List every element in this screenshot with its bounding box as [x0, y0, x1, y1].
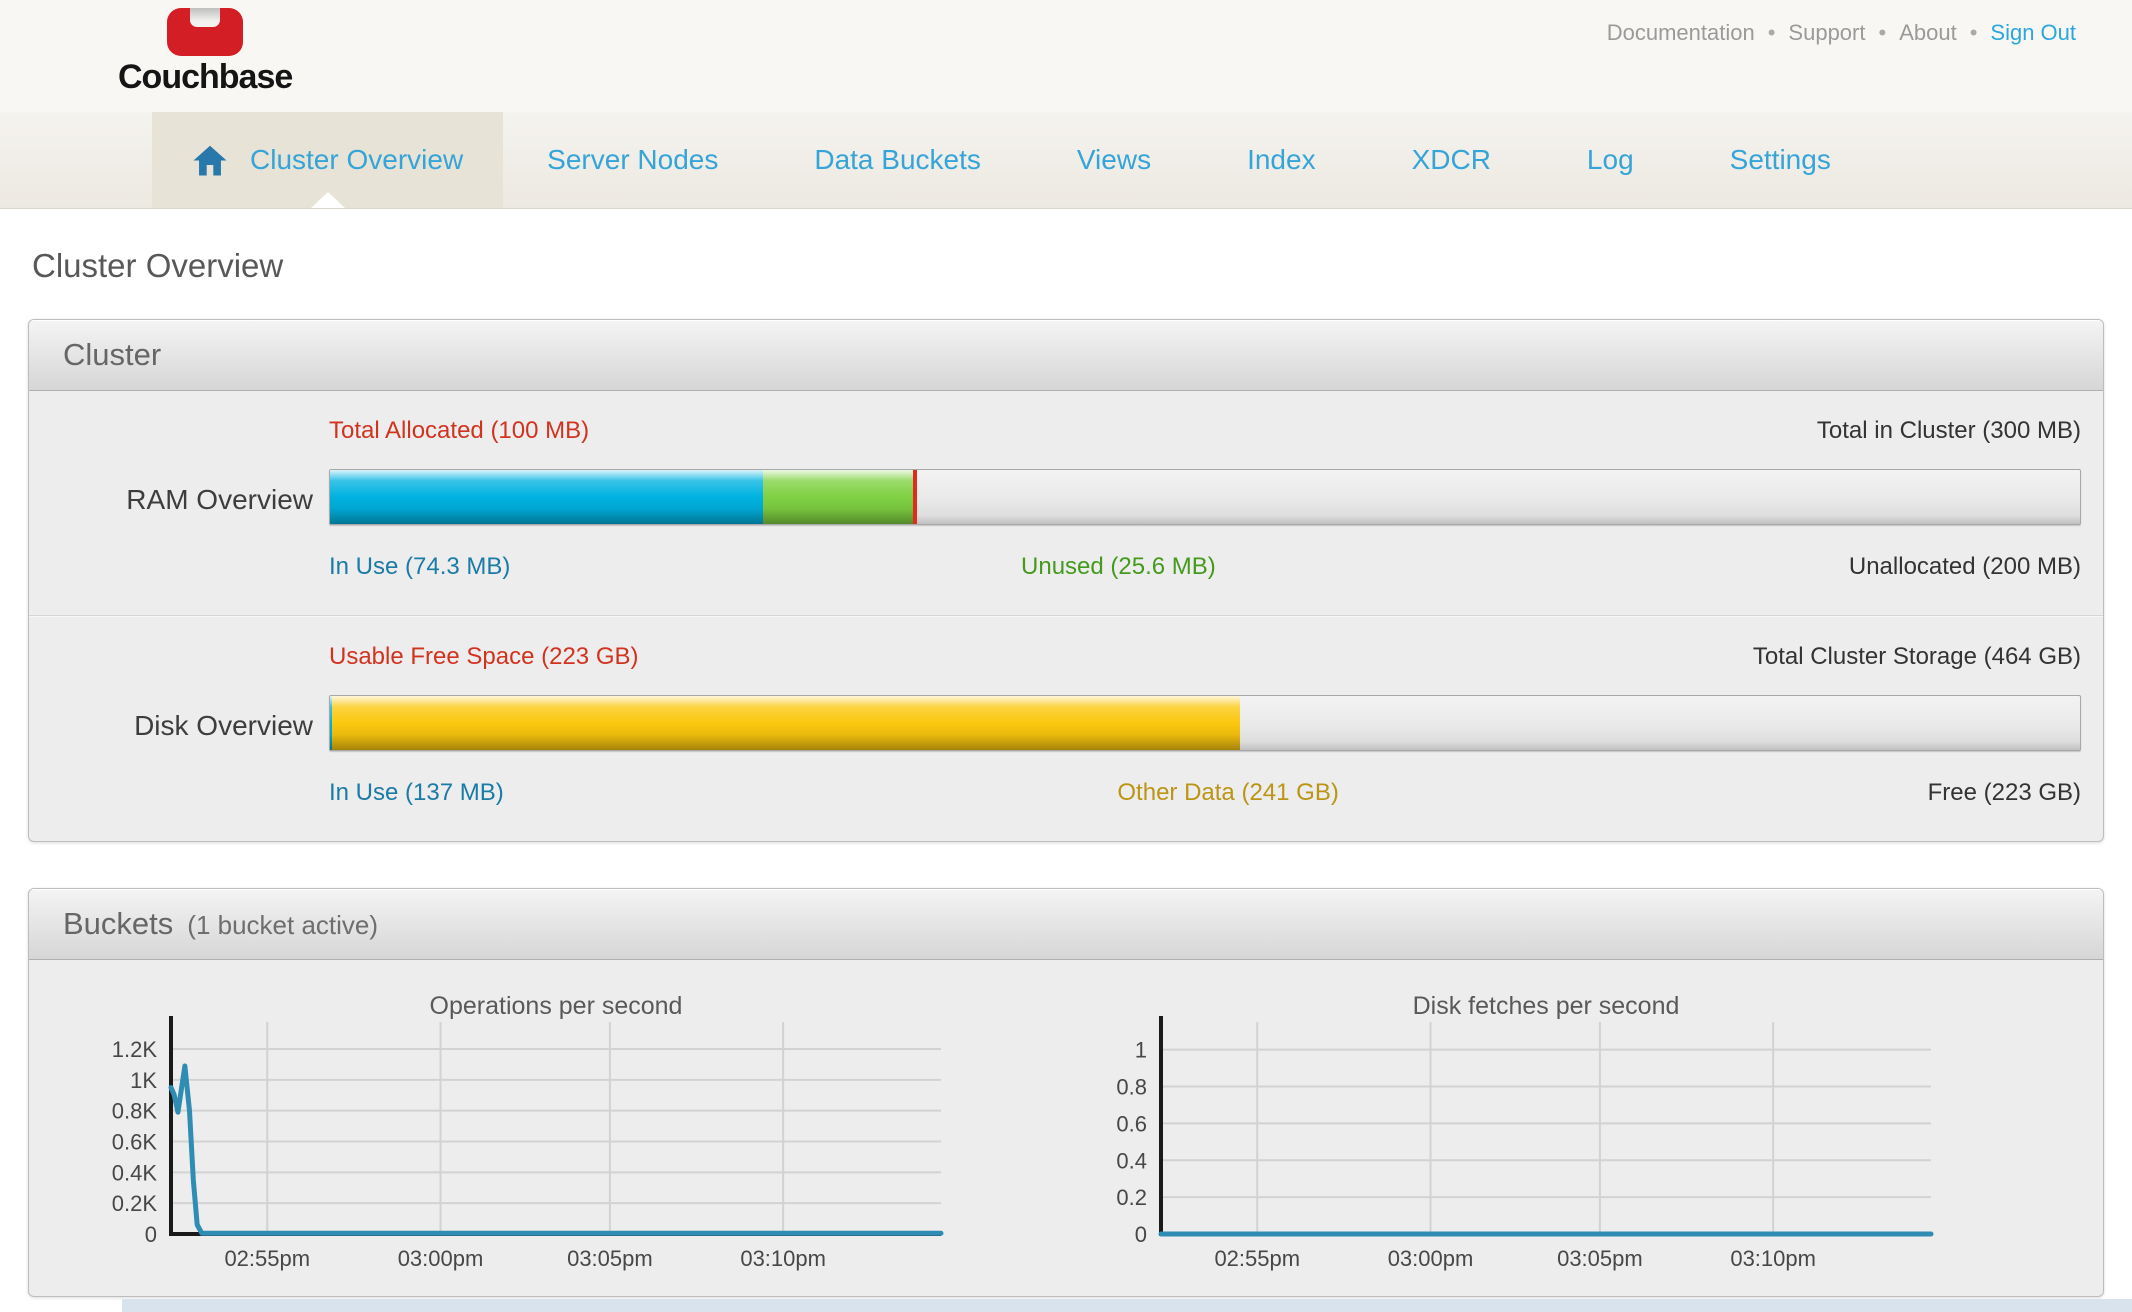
logo-text: Couchbase — [118, 58, 293, 96]
svg-text:03:05pm: 03:05pm — [567, 1246, 653, 1271]
svg-text:02:55pm: 02:55pm — [224, 1246, 310, 1271]
svg-text:03:10pm: 03:10pm — [740, 1246, 826, 1271]
bottom-strip — [122, 1299, 2132, 1312]
home-icon — [192, 144, 228, 177]
tab-index[interactable]: Index — [1217, 112, 1346, 208]
ram-unallocated-label: Unallocated (200 MB) — [1848, 553, 2081, 580]
tab-data-buckets[interactable]: Data Buckets — [784, 112, 1011, 208]
disk-fetches-per-second-chart: Disk fetches per second 1 0.8 0.6 0.4 0.2 0 02:… — [1061, 994, 1941, 1276]
svg-text:0.6: 0.6 — [1116, 1111, 1147, 1136]
tab-views[interactable]: Views — [1047, 112, 1181, 208]
tab-label: Log — [1586, 144, 1634, 175]
svg-text:1: 1 — [1135, 1038, 1147, 1063]
svg-text:0.6K: 0.6K — [112, 1129, 158, 1154]
svg-text:03:05pm: 03:05pm — [1557, 1246, 1643, 1271]
disk-overview-row: Disk Overview Usable Free Space (223 GB)… — [29, 617, 2103, 841]
top-links: Documentation • Support • About • Sign Out — [1607, 20, 2076, 46]
svg-text:0.2: 0.2 — [1116, 1185, 1147, 1210]
cluster-panel-body: RAM Overview Total Allocated (100 MB) To… — [29, 391, 2103, 841]
page-title: Cluster Overview — [32, 247, 284, 284]
disk-total-storage-label: Total Cluster Storage (464 GB) — [1752, 643, 2081, 670]
row-divider — [29, 615, 2103, 617]
ram-usage-bar — [329, 469, 2081, 525]
ram-overview-row: RAM Overview Total Allocated (100 MB) To… — [29, 391, 2103, 615]
tab-cluster-overview[interactable]: Cluster Overview — [152, 112, 504, 208]
ram-bar-segment-unused — [763, 470, 913, 524]
toplink-about[interactable]: About — [1899, 20, 1957, 45]
tab-settings[interactable]: Settings — [1700, 112, 1861, 208]
disk-other-data-label: Other Data (241 GB) — [1117, 779, 1339, 806]
disk-usable-free-space-label: Usable Free Space (223 GB) — [329, 643, 639, 670]
ram-total-allocated-label: Total Allocated (100 MB) — [329, 417, 590, 444]
cluster-panel-header: Cluster — [29, 320, 2103, 391]
tab-label: Server Nodes — [547, 144, 719, 175]
tab-log[interactable]: Log — [1557, 112, 1664, 208]
svg-text:03:00pm: 03:00pm — [1388, 1246, 1474, 1271]
main-nav: Cluster Overview Server Nodes Data Buckets… — [0, 112, 2132, 209]
svg-text:0.8: 0.8 — [1116, 1075, 1147, 1100]
svg-text:02:55pm: 02:55pm — [1214, 1246, 1300, 1271]
ram-bar-area: Total Allocated (100 MB) Total in Cluste… — [329, 417, 2081, 583]
tab-label: Data Buckets — [814, 144, 981, 175]
top-header: Couchbase Documentation • Support • About • Si… — [0, 0, 2132, 112]
toplink-documentation[interactable]: Documentation — [1606, 20, 1755, 45]
ram-overview-label: RAM Overview — [126, 484, 313, 515]
main-content: Cluster Overview Cluster RAM Overview To… — [0, 247, 2132, 1297]
tab-label: Settings — [1729, 144, 1831, 175]
svg-text:0.8K: 0.8K — [112, 1099, 158, 1124]
buckets-panel: Buckets (1 bucket active) Operations per… — [28, 888, 2104, 1297]
svg-text:0: 0 — [1135, 1222, 1147, 1247]
disk-overview-label: Disk Overview — [134, 710, 313, 741]
cluster-panel: Cluster RAM Overview Total Allocated (10… — [28, 319, 2104, 842]
tab-label: XDCR — [1411, 144, 1491, 175]
disk-bar-segment-other-data — [331, 696, 1240, 750]
logo-notch — [190, 8, 221, 27]
tab-label: Views — [1076, 144, 1152, 175]
svg-text:0.4K: 0.4K — [112, 1160, 158, 1185]
svg-text:03:00pm: 03:00pm — [398, 1246, 484, 1271]
ram-bar-segment-in-use — [330, 470, 764, 524]
buckets-charts: Operations per second 1.2K 1K 0.8K 0.6K 0.4K 0… — [29, 960, 2103, 1296]
svg-text:Operations per second: Operations per second — [430, 994, 683, 1020]
separator-dot: • — [1878, 20, 1887, 45]
svg-text:1.2K: 1.2K — [112, 1037, 158, 1062]
active-tab-notch — [310, 192, 345, 208]
buckets-panel-header: Buckets (1 bucket active) — [29, 889, 2103, 960]
ram-bar-quota-marker — [913, 470, 918, 524]
tab-label: Cluster Overview — [250, 144, 464, 175]
buckets-panel-subtitle: (1 bucket active) — [187, 910, 379, 940]
disk-bar-segment-in-use — [330, 696, 332, 750]
svg-text:Disk fetches per second: Disk fetches per second — [1413, 994, 1680, 1020]
disk-bar-area: Usable Free Space (223 GB) Total Cluster… — [329, 643, 2081, 809]
ram-total-in-cluster-label: Total in Cluster (300 MB) — [1816, 417, 2081, 444]
disk-usage-bar — [329, 695, 2081, 751]
couchbase-logo[interactable]: Couchbase — [118, 8, 293, 97]
tab-server-nodes[interactable]: Server Nodes — [517, 112, 748, 208]
ram-unused-label: Unused (25.6 MB) — [1021, 553, 1216, 580]
buckets-panel-title: Buckets — [63, 906, 174, 941]
operations-per-second-chart: Operations per second 1.2K 1K 0.8K 0.6K 0.4K 0… — [71, 994, 951, 1276]
separator-dot: • — [1767, 20, 1776, 45]
svg-text:03:10pm: 03:10pm — [1730, 1246, 1816, 1271]
svg-text:1K: 1K — [130, 1068, 157, 1093]
couchbase-logo-icon — [167, 8, 244, 56]
toplink-sign-out[interactable]: Sign Out — [1990, 20, 2076, 45]
disk-in-use-label: In Use (137 MB) — [329, 779, 504, 806]
svg-text:0.4: 0.4 — [1116, 1148, 1147, 1173]
separator-dot: • — [1969, 20, 1978, 45]
tab-label: Index — [1247, 144, 1316, 175]
toplink-support[interactable]: Support — [1788, 20, 1866, 45]
disk-free-label: Free (223 GB) — [1927, 779, 2081, 806]
cluster-panel-title: Cluster — [63, 337, 162, 372]
ram-in-use-label: In Use (74.3 MB) — [329, 553, 511, 580]
svg-text:0: 0 — [145, 1222, 157, 1247]
svg-text:0.2K: 0.2K — [112, 1191, 158, 1216]
tab-xdcr[interactable]: XDCR — [1382, 112, 1521, 208]
